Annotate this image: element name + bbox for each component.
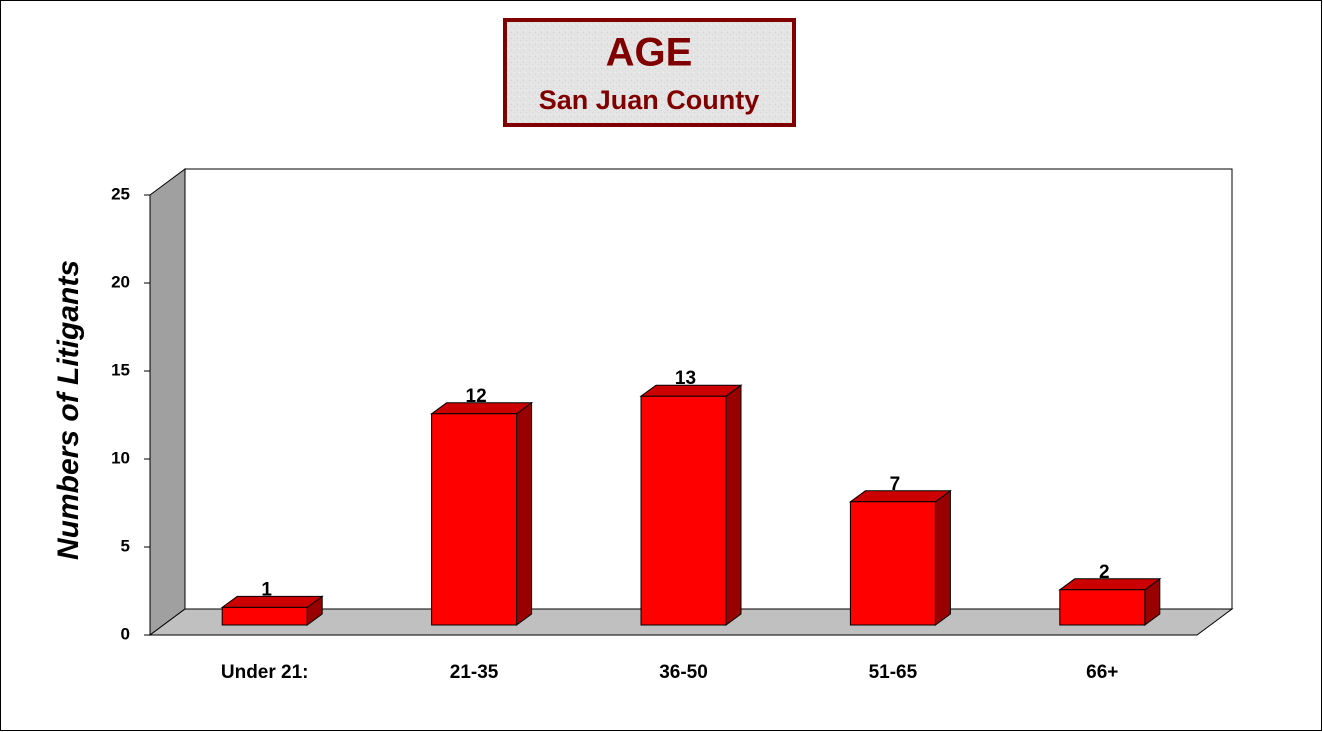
x-tick-label: 51-65 — [869, 662, 918, 683]
chart-subtitle: San Juan County — [539, 85, 760, 115]
y-tick-label: 5 — [121, 536, 130, 555]
bar-side — [516, 401, 533, 626]
y-tick-label: 0 — [121, 624, 130, 643]
x-tick-label: Under 21: — [221, 662, 309, 683]
y-axis-label: Numbers of Litigants — [52, 260, 85, 560]
bar-side — [934, 489, 951, 626]
data-label: 12 — [466, 386, 487, 407]
bar-top — [1058, 578, 1162, 591]
x-tick-label: 66+ — [1086, 662, 1118, 683]
bar-side — [725, 384, 742, 626]
bar — [220, 595, 324, 626]
left-wall — [149, 168, 186, 636]
chart-title: AGE — [606, 31, 693, 75]
bar — [848, 489, 952, 626]
bar-front — [221, 606, 308, 626]
title-box — [503, 18, 796, 127]
data-label: 7 — [890, 474, 901, 495]
bar-front — [849, 501, 936, 626]
bar-front — [1059, 589, 1146, 626]
data-label: 1 — [261, 579, 272, 600]
bar-front — [431, 413, 518, 626]
bar-top — [220, 595, 324, 608]
y-tick-label: 10 — [111, 448, 130, 467]
x-tick-label: 21-35 — [450, 662, 499, 683]
data-label: 13 — [675, 368, 696, 389]
y-tick-label: 15 — [111, 360, 130, 379]
y-tick-label: 25 — [111, 184, 130, 203]
bar — [1058, 577, 1162, 626]
bar — [639, 384, 743, 626]
x-tick-label: 36-50 — [659, 662, 708, 683]
data-label: 2 — [1099, 562, 1110, 583]
bar — [430, 401, 534, 626]
bar-front — [640, 395, 727, 626]
y-tick-label: 20 — [111, 272, 130, 291]
bar-top — [848, 490, 952, 503]
